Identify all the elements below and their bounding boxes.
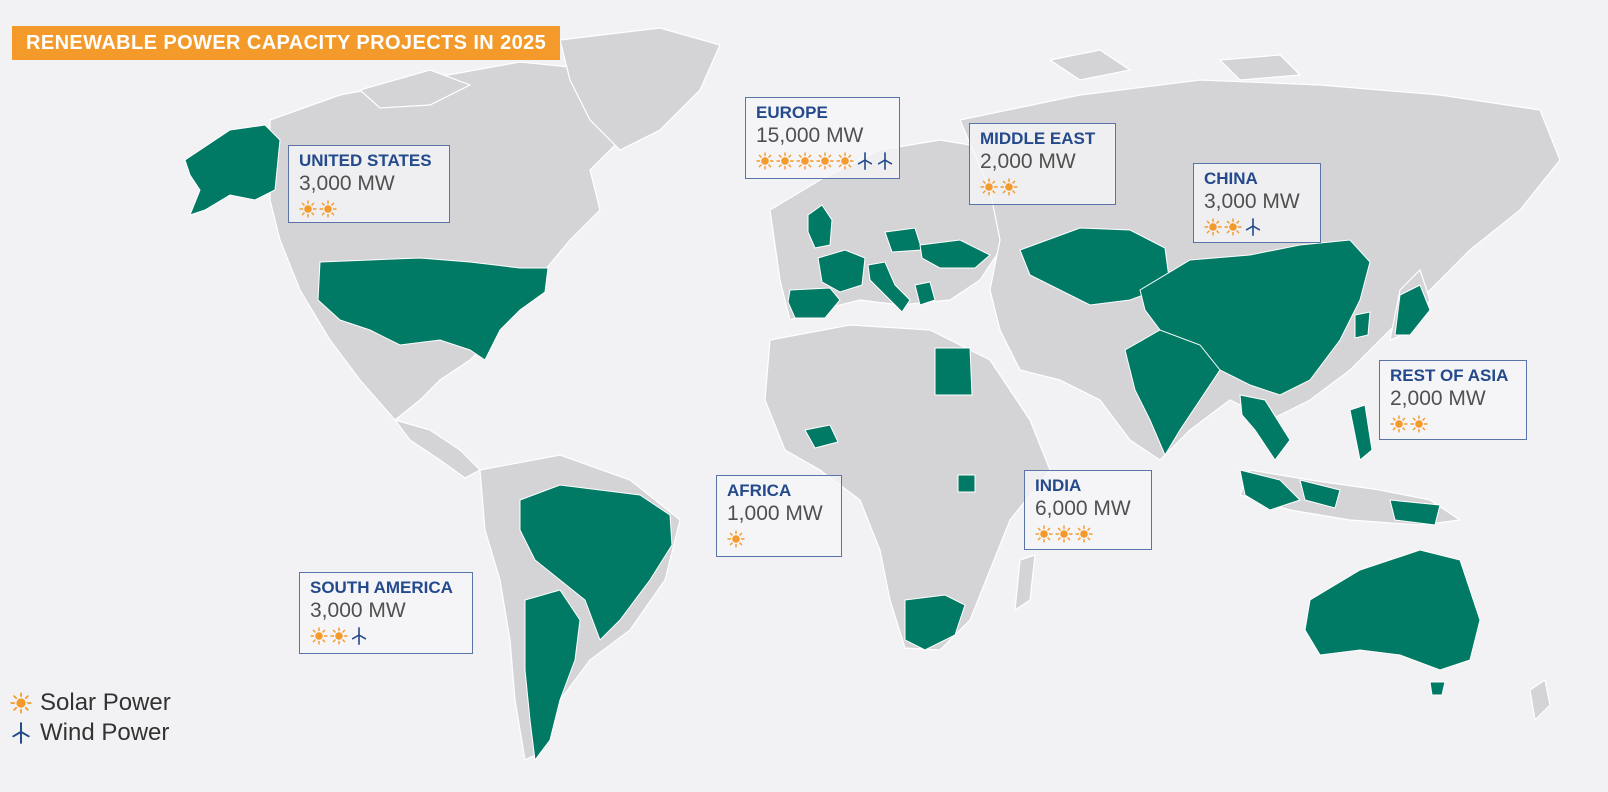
country-egypt (934, 347, 973, 396)
country-uganda (957, 474, 976, 493)
land-greenland (559, 27, 721, 151)
country-south-africa (904, 594, 966, 651)
sun-icon (319, 200, 337, 218)
region-capacity: 6,000 MW (1035, 497, 1131, 520)
region-name: UNITED STATES (299, 151, 432, 170)
country-italy (867, 261, 911, 313)
sun-icon (1390, 415, 1408, 433)
country-balkans (914, 281, 936, 306)
region-capacity: 2,000 MW (1390, 387, 1486, 410)
wind-turbine-icon (350, 627, 368, 645)
sun-icon (10, 692, 32, 714)
legend-solar-label: Solar Power (40, 689, 171, 716)
region-box-china: CHINA 3,000 MW (1193, 163, 1321, 243)
energy-icons (1035, 523, 1141, 545)
country-australia (1304, 549, 1481, 671)
wind-turbine-icon (10, 722, 32, 744)
region-capacity: 2,000 MW (980, 150, 1076, 173)
region-box-united-states: UNITED STATES 3,000 MW (288, 145, 450, 223)
region-name: INDIA (1035, 476, 1082, 495)
legend: Solar Power Wind Power (10, 688, 171, 748)
region-box-europe: EUROPE 15,000 MW (745, 97, 900, 179)
country-united-states (317, 257, 549, 361)
region-capacity: 1,000 MW (727, 502, 823, 525)
sun-icon (756, 152, 774, 170)
country-alaska (184, 124, 281, 216)
map-title: RENEWABLE POWER CAPACITY PROJECTS IN 202… (12, 26, 561, 60)
highlighted-countries (184, 124, 1481, 762)
legend-wind: Wind Power (10, 718, 171, 748)
country-france (817, 249, 866, 293)
wind-turbine-icon (1244, 218, 1262, 236)
land-arctic (358, 49, 1302, 109)
sun-icon (1410, 415, 1428, 433)
energy-icons (299, 198, 439, 220)
country-uk (807, 204, 833, 249)
legend-wind-label: Wind Power (40, 719, 170, 746)
sun-icon (1204, 218, 1222, 236)
sun-icon (727, 530, 745, 548)
region-name: AFRICA (727, 481, 792, 500)
region-name: REST OF ASIA (1390, 366, 1509, 385)
country-tasmania (1429, 681, 1446, 696)
country-india (1124, 329, 1221, 457)
sun-icon (330, 627, 348, 645)
region-name: EUROPE (756, 103, 828, 122)
country-philippines-indonesia (1239, 404, 1441, 526)
region-box-africa: AFRICA 1,000 MW (716, 475, 842, 557)
legend-solar: Solar Power (10, 688, 171, 718)
region-name: CHINA (1204, 169, 1258, 188)
sun-icon (836, 152, 854, 170)
country-ukraine (919, 239, 991, 269)
sun-icon (299, 200, 317, 218)
region-capacity: 3,000 MW (1204, 190, 1300, 213)
energy-icons (980, 176, 1105, 198)
region-capacity: 15,000 MW (756, 124, 864, 147)
land-new-zealand (1529, 679, 1551, 722)
energy-icons (1204, 216, 1310, 238)
country-korea-japan (1354, 284, 1431, 339)
region-box-india: INDIA 6,000 MW (1024, 470, 1152, 550)
country-burkina-faso (804, 424, 839, 449)
region-box-middle-east: MIDDLE EAST 2,000 MW (969, 123, 1116, 205)
sun-icon (310, 627, 328, 645)
country-indochina (1239, 394, 1291, 461)
land-north-america (269, 61, 641, 421)
wind-turbine-icon (856, 152, 874, 170)
energy-icons (756, 150, 889, 172)
energy-icons (310, 625, 462, 647)
country-poland (884, 227, 923, 253)
sun-icon (1035, 525, 1053, 543)
land-central-america (393, 418, 481, 479)
energy-icons (1390, 413, 1516, 435)
country-spain-portugal (787, 287, 841, 319)
sun-icon (1224, 218, 1242, 236)
energy-icons (727, 528, 831, 550)
sun-icon (796, 152, 814, 170)
sun-icon (1075, 525, 1093, 543)
country-brazil (519, 484, 673, 641)
sun-icon (776, 152, 794, 170)
region-capacity: 3,000 MW (310, 599, 406, 622)
country-argentina-chile (524, 589, 581, 762)
sun-icon (980, 178, 998, 196)
sun-icon (816, 152, 834, 170)
wind-turbine-icon (876, 152, 894, 170)
region-capacity: 3,000 MW (299, 172, 395, 195)
region-name: MIDDLE EAST (980, 129, 1096, 148)
region-name: SOUTH AMERICA (310, 578, 453, 597)
sun-icon (1055, 525, 1073, 543)
sun-icon (1000, 178, 1018, 196)
land-madagascar (1014, 554, 1036, 612)
region-box-south-america: SOUTH AMERICA 3,000 MW (299, 572, 473, 654)
region-box-rest-of-asia: REST OF ASIA 2,000 MW (1379, 360, 1527, 440)
